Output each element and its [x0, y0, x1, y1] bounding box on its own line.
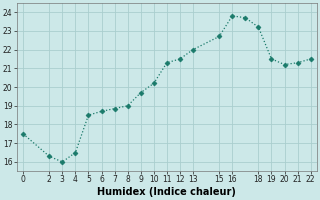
- X-axis label: Humidex (Indice chaleur): Humidex (Indice chaleur): [98, 187, 236, 197]
